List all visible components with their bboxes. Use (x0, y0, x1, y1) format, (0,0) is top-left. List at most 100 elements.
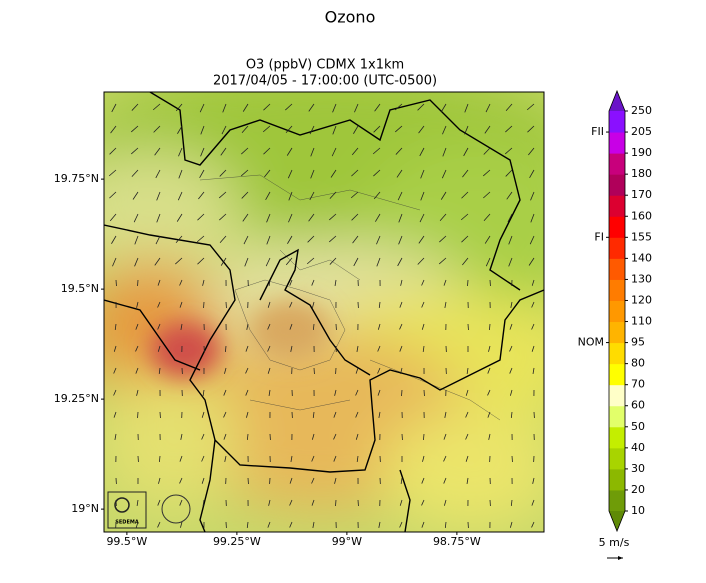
wind-arrow (372, 147, 381, 155)
wind-arrow (175, 235, 183, 244)
wind-arrow (331, 147, 337, 157)
wind-arrow (509, 521, 513, 528)
colorbar-segment (609, 489, 625, 512)
wind-arrow (263, 103, 271, 111)
wind-arrow (419, 147, 425, 157)
wind-arrow (113, 411, 117, 418)
colorbar-segment (609, 363, 625, 386)
colorbar-tick-label: 60 (631, 399, 645, 412)
wind-arrow (418, 235, 425, 244)
wind-arrow (201, 477, 205, 484)
colorbar-over (609, 91, 625, 111)
wind-arrow (286, 147, 293, 156)
wind-arrow (175, 103, 183, 112)
wind-arrow (240, 169, 249, 177)
wind-arrow (510, 499, 513, 507)
wind-arrow (311, 433, 315, 440)
wind-arrow (246, 433, 249, 441)
lon-tick-label: 99°W (332, 535, 362, 548)
wind-arrow (351, 169, 359, 177)
wind-arrow (483, 213, 491, 221)
wind-arrow (197, 213, 205, 221)
wind-arrow (509, 367, 513, 374)
wind-arrow (312, 323, 315, 331)
wind-arrow (400, 477, 403, 484)
wind-arrow (179, 499, 183, 506)
wind-arrow (178, 147, 183, 157)
wind-arrow (201, 433, 205, 440)
wind-arrow (421, 477, 425, 484)
wind-arrow (334, 279, 337, 286)
wind-arrow (418, 125, 425, 134)
wind-arrow (400, 367, 403, 374)
wind-arrow (395, 147, 403, 155)
wind-arrow (156, 191, 161, 201)
wind-arrow (483, 191, 491, 199)
wind-arrow (152, 103, 161, 111)
wind-arrow (180, 323, 183, 330)
wind-arrow (377, 367, 381, 374)
wind-arrow (421, 323, 425, 330)
lat-tick-label: 19°N (71, 502, 99, 515)
wind-arrow (423, 433, 425, 441)
colorbar-tick-label: 70 (631, 378, 645, 391)
wind-arrow (202, 499, 205, 506)
wind-arrow (530, 213, 535, 223)
wind-arrow (354, 103, 359, 113)
wind-arrow (531, 499, 535, 506)
wind-arrow (157, 301, 161, 308)
wind-arrow (355, 433, 359, 440)
map-frame (103, 91, 545, 533)
wind-arrow (422, 345, 425, 352)
wind-arrow (136, 301, 139, 308)
wind-arrow (377, 345, 381, 352)
wind-arrow (267, 521, 271, 528)
wind-arrow (422, 455, 425, 462)
wind-arrow (510, 301, 513, 308)
wind-arrow (353, 257, 359, 267)
wind-arrow (421, 521, 425, 528)
wind-arrow (531, 301, 535, 308)
wind-arrow (130, 125, 139, 133)
wind-arrow (394, 103, 403, 111)
colorbar-segment (609, 216, 625, 238)
wind-arrow (483, 147, 491, 155)
wind-arrow (355, 411, 359, 418)
wind-arrow (312, 521, 315, 528)
wind-arrow (176, 213, 183, 222)
wind-arrow (196, 235, 205, 243)
wind-arrow (266, 213, 271, 223)
wind-arrow (113, 389, 117, 396)
wind-arrow (288, 213, 293, 223)
wind-arrow (265, 191, 271, 201)
wind-arrow (484, 235, 491, 244)
colorbar-segment (609, 300, 625, 323)
colorbar-segment (609, 111, 625, 133)
wind-arrow (484, 125, 491, 134)
wind-arrow (399, 323, 403, 330)
wind-arrow (311, 477, 315, 484)
colorbar-tick-label: 10 (631, 504, 645, 517)
wind-arrow (218, 191, 227, 199)
wind-arrow (466, 477, 469, 484)
wind-arrow (394, 125, 403, 133)
wind-arrow (334, 389, 337, 396)
wind-arrow (200, 125, 205, 135)
wind-arrow (219, 213, 227, 221)
wind-arrow (378, 301, 381, 309)
wind-arrow (245, 367, 249, 374)
wind-arrow (531, 279, 535, 286)
wind-arrow (225, 345, 227, 353)
wind-arrow (351, 213, 359, 221)
wind-arrow (241, 191, 249, 199)
wind-arrow (333, 455, 337, 462)
wind-arrow (465, 433, 469, 440)
wind-arrow (114, 323, 117, 331)
wind-arrow (179, 455, 183, 462)
wind-arrow (289, 279, 293, 286)
wind-arrow (197, 257, 205, 265)
wind-arrow (222, 103, 227, 113)
wind-arrow (308, 103, 315, 112)
wind-arrow (329, 191, 337, 199)
wind-arrow (398, 235, 403, 245)
